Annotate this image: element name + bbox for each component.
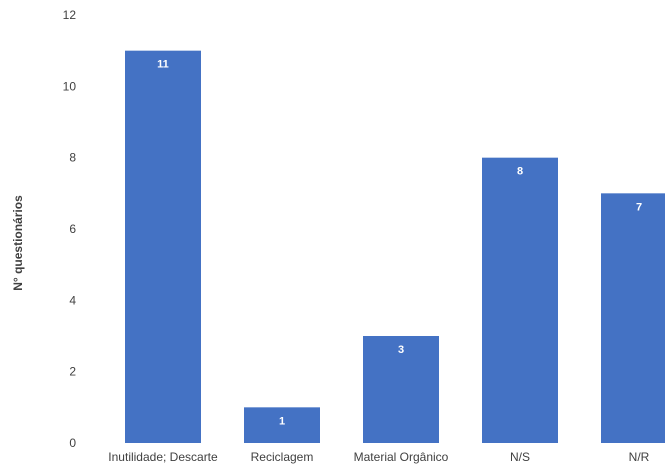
bar [244, 407, 320, 443]
y-tick-label: 4 [69, 293, 76, 307]
bar-data-label: 1 [279, 415, 285, 427]
x-category-label: Material Orgânico [354, 450, 449, 464]
bar-data-label: 7 [636, 201, 642, 213]
y-axis-label: N° questionários [11, 195, 25, 291]
bar [363, 336, 439, 443]
bar [601, 193, 665, 443]
bar [482, 157, 558, 443]
x-category-label: N/S [510, 450, 530, 464]
bar-data-label: 8 [517, 166, 523, 178]
bar-data-label: 3 [398, 344, 404, 356]
y-tick-label: 10 [63, 79, 77, 93]
y-tick-label: 6 [69, 222, 76, 236]
bar-data-label: 11 [157, 59, 169, 71]
y-tick-label: 12 [63, 8, 77, 22]
y-tick-label: 8 [69, 151, 76, 165]
y-tick-label: 2 [69, 365, 76, 379]
bar [125, 50, 201, 444]
x-category-label: N/R [629, 450, 650, 464]
y-tick-label: 0 [69, 436, 76, 450]
x-category-label: Reciclagem [251, 450, 314, 464]
y-axis-ticks: 0 2 4 6 8 10 12 [63, 8, 77, 450]
x-axis-labels: Inutilidade; Descarte Reciclagem Material … [108, 450, 649, 464]
x-category-label: Inutilidade; Descarte [108, 450, 218, 464]
